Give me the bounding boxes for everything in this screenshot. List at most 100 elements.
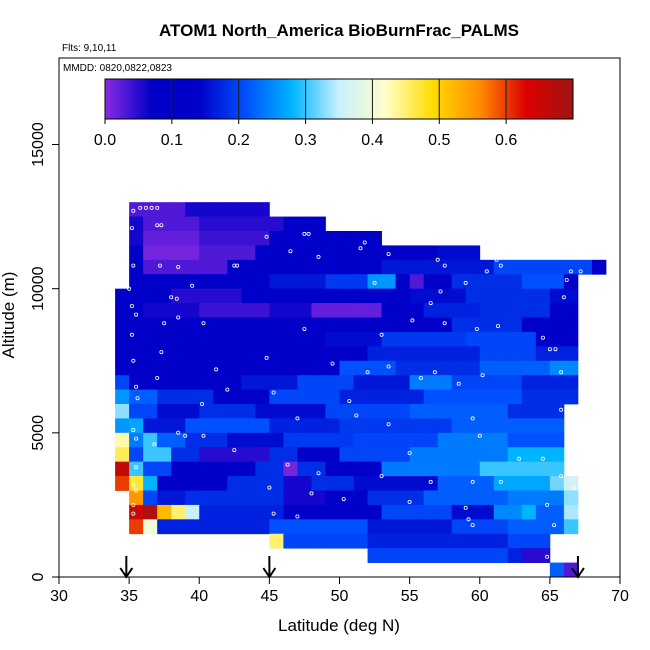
heat-cell	[339, 317, 354, 333]
heat-cell	[437, 504, 453, 520]
heat-cell	[255, 375, 270, 390]
heat-cell	[493, 389, 509, 405]
colorbar-tick-label: 0.2	[228, 132, 250, 149]
heat-cell	[437, 432, 453, 448]
sample-point	[559, 474, 564, 479]
heat-cell	[213, 245, 228, 261]
heat-cell	[297, 519, 312, 535]
heat-cell	[479, 418, 495, 434]
sample-point	[545, 502, 550, 507]
flight-marker-arrowhead	[119, 567, 134, 579]
heat-cell	[521, 490, 537, 506]
heat-cell	[437, 360, 453, 376]
heat-cell	[311, 216, 326, 232]
heat-cell	[283, 404, 298, 419]
sample-point	[428, 301, 433, 306]
heat-cell	[269, 274, 284, 290]
heat-cell	[297, 447, 312, 463]
sample-point	[295, 416, 300, 421]
heat-cell	[157, 432, 172, 448]
heat-cell	[409, 331, 425, 347]
heat-cell	[311, 389, 326, 405]
heat-cell	[269, 303, 284, 318]
heat-cell	[283, 303, 298, 318]
heat-cell	[171, 432, 186, 448]
heat-cell	[549, 360, 565, 376]
heat-cell	[157, 216, 172, 232]
heat-cell	[493, 432, 509, 448]
heat-cell	[325, 259, 340, 275]
heat-cell	[367, 303, 382, 318]
heat-cell	[339, 404, 354, 419]
heat-cell	[325, 533, 340, 549]
heat-cell	[423, 533, 439, 549]
y-tick-label: 0	[30, 572, 47, 581]
sample-point	[463, 505, 468, 510]
heat-cell	[465, 447, 481, 463]
heat-cell	[283, 288, 298, 304]
heat-cell	[423, 490, 439, 506]
heat-cell	[311, 346, 326, 362]
heat-cell	[227, 432, 242, 448]
heat-cell	[339, 504, 354, 520]
heat-cell	[339, 418, 354, 434]
heat-cell	[171, 389, 186, 405]
heat-cell	[143, 519, 158, 535]
heat-cell	[171, 504, 186, 520]
heat-cell	[451, 418, 467, 434]
heat-cell	[521, 504, 537, 520]
heat-cell	[563, 331, 579, 347]
heat-cell	[255, 274, 270, 290]
heat-cell	[297, 375, 312, 390]
heat-cell	[409, 461, 425, 477]
heat-cell	[479, 346, 495, 362]
heat-cell	[479, 375, 495, 390]
heat-cell	[143, 360, 158, 376]
heat-cell	[367, 375, 382, 390]
sample-point	[159, 350, 164, 355]
heat-cell	[381, 548, 396, 563]
heat-cell	[199, 418, 214, 434]
heat-cell	[213, 519, 228, 535]
heat-cell	[325, 490, 340, 506]
heat-cell	[423, 432, 439, 448]
heat-cell	[185, 389, 200, 405]
heat-cell	[325, 432, 340, 448]
heat-cell	[241, 447, 256, 463]
heat-cell	[535, 404, 551, 419]
heat-cell	[129, 360, 144, 376]
heat-cell	[199, 389, 214, 405]
heat-cell	[311, 461, 326, 477]
heat-cell	[535, 346, 551, 362]
heat-cell	[157, 346, 172, 362]
sample-point	[129, 332, 134, 337]
sample-point	[540, 456, 545, 461]
heat-cell	[381, 259, 396, 275]
heat-cell	[297, 245, 312, 261]
heat-cell	[241, 346, 256, 362]
heat-cell	[353, 231, 368, 246]
heat-cell	[227, 303, 242, 318]
heat-cell	[367, 288, 382, 304]
heat-cell	[563, 519, 579, 535]
heat-cell	[283, 331, 298, 347]
heat-cell	[199, 461, 214, 477]
heat-cell	[297, 346, 312, 362]
heat-cell	[437, 519, 453, 535]
sample-point	[470, 523, 475, 528]
sample-point	[498, 479, 503, 484]
heat-cell	[143, 202, 158, 217]
sample-point	[330, 361, 335, 366]
heat-cell	[451, 533, 467, 549]
sample-point	[365, 370, 370, 375]
heat-cell	[213, 317, 228, 333]
heat-cell	[367, 548, 382, 563]
y-tick-label: 15000	[30, 122, 47, 167]
heat-cell	[381, 461, 396, 477]
heat-cell	[339, 432, 354, 448]
sample-point	[354, 413, 359, 418]
heat-cell	[143, 346, 158, 362]
heat-cell	[227, 519, 242, 535]
heat-cell	[381, 404, 396, 419]
